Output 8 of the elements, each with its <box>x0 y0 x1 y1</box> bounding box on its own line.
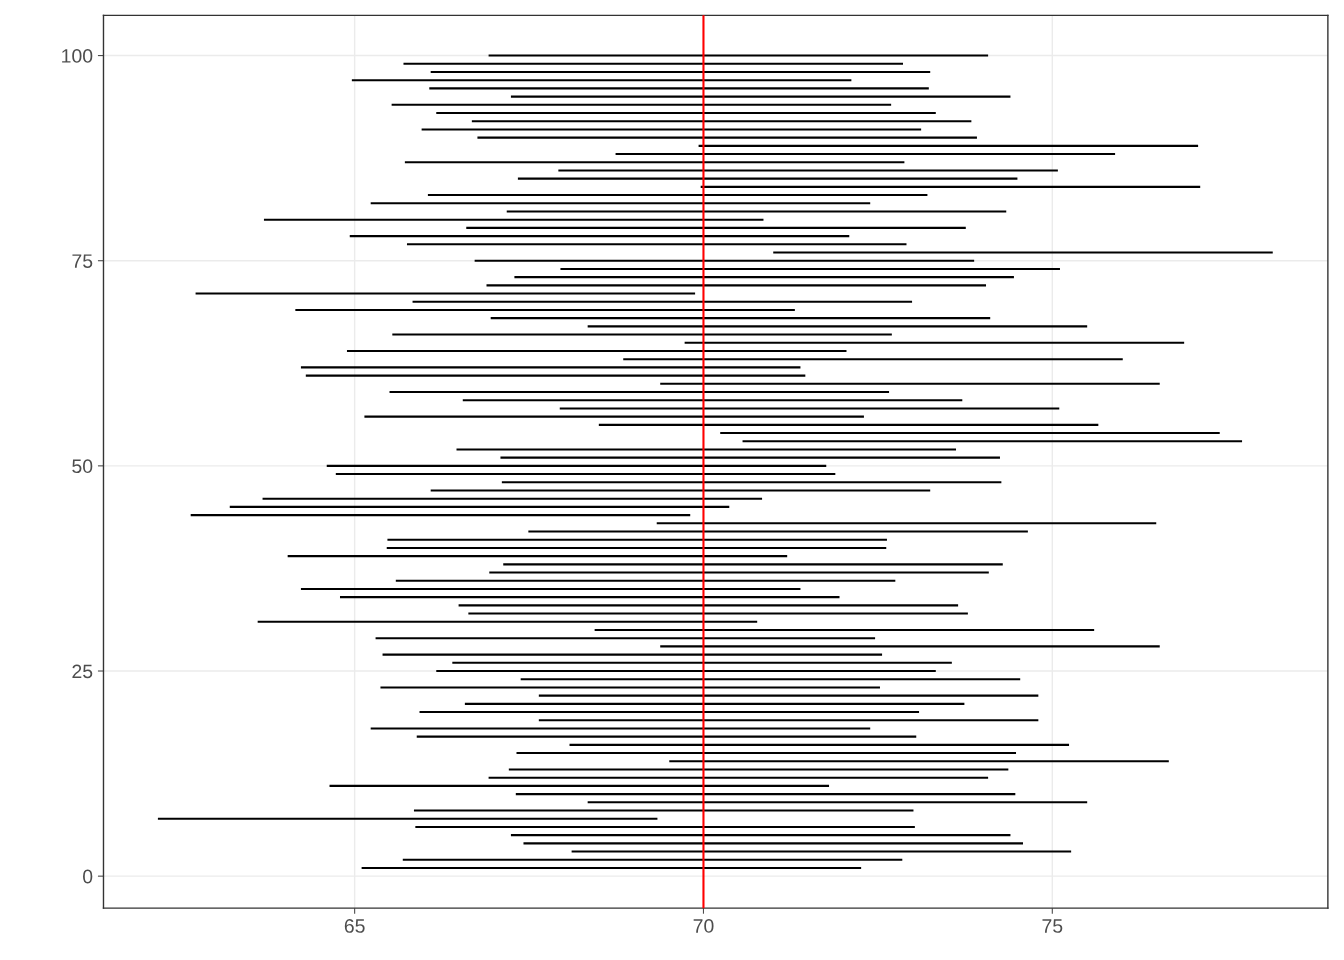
x-tick-label: 75 <box>1042 919 1063 933</box>
y-tick-label: 25 <box>72 664 93 679</box>
x-tick-label: 65 <box>344 919 365 933</box>
y-tick-label: 75 <box>72 254 93 268</box>
y-tick-label: 0 <box>83 869 93 884</box>
x-tick-label: 70 <box>693 919 714 933</box>
y-tick-label: 100 <box>62 49 93 63</box>
y-tick-label: 50 <box>72 459 93 474</box>
